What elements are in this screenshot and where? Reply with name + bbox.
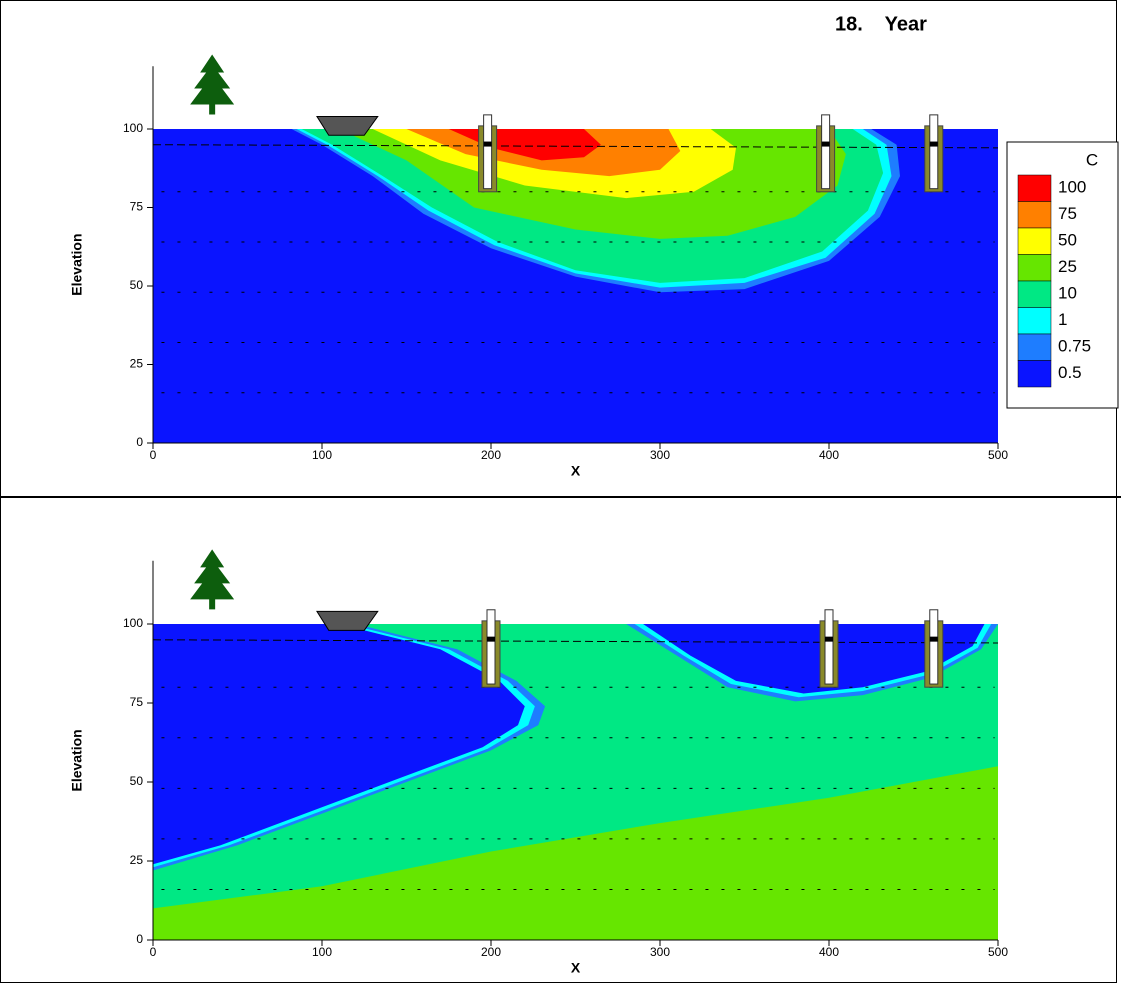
legend-label: 1 bbox=[1058, 310, 1067, 329]
x-tick-label: 0 bbox=[150, 448, 157, 462]
legend-label: 0.5 bbox=[1058, 363, 1082, 382]
well-seal bbox=[825, 636, 833, 642]
tree bbox=[190, 54, 235, 115]
x-tick-label: 300 bbox=[650, 945, 670, 959]
x-tick-label: 500 bbox=[988, 448, 1008, 462]
time-title: 18. Year bbox=[835, 13, 927, 35]
well-casing bbox=[821, 114, 831, 190]
well-casing bbox=[486, 609, 496, 685]
y-tick-label: 50 bbox=[130, 278, 144, 292]
well-seal bbox=[821, 141, 830, 147]
y-tick-label: 25 bbox=[130, 853, 144, 867]
legend-swatch bbox=[1017, 227, 1052, 255]
pond bbox=[316, 610, 379, 631]
legend-label: 75 bbox=[1058, 204, 1077, 223]
x-tick-label: 200 bbox=[481, 945, 501, 959]
legend-swatch bbox=[1017, 333, 1052, 361]
contour-region bbox=[153, 766, 998, 940]
well-casing bbox=[824, 609, 834, 685]
x-tick-label: 200 bbox=[481, 448, 501, 462]
well-seal bbox=[929, 636, 938, 642]
y-tick-label: 0 bbox=[136, 932, 143, 946]
legend-label: 100 bbox=[1058, 177, 1086, 196]
y-tick-label: 75 bbox=[130, 200, 144, 214]
legend-title: C bbox=[1086, 150, 1098, 169]
x-axis-label: X bbox=[571, 463, 581, 479]
legend-label: 0.75 bbox=[1058, 336, 1091, 355]
pond bbox=[316, 115, 379, 136]
y-tick-label: 0 bbox=[136, 435, 143, 449]
water-table bbox=[152, 639, 999, 644]
well-casing bbox=[929, 609, 939, 685]
legend-swatch bbox=[1017, 360, 1052, 388]
y-tick-label: 100 bbox=[123, 616, 143, 630]
x-tick-label: 400 bbox=[819, 945, 839, 959]
well-casing bbox=[483, 114, 493, 190]
legend-swatch bbox=[1017, 254, 1052, 282]
well-casing bbox=[929, 114, 939, 190]
y-axis-label: Elevation bbox=[69, 729, 85, 791]
water-table bbox=[152, 144, 999, 149]
legend-swatch bbox=[1017, 174, 1052, 202]
x-tick-label: 500 bbox=[988, 945, 1008, 959]
tree bbox=[190, 549, 235, 610]
y-tick-label: 25 bbox=[130, 357, 144, 371]
x-tick-label: 100 bbox=[312, 945, 332, 959]
legend-label: 25 bbox=[1058, 257, 1077, 276]
x-tick-label: 100 bbox=[312, 448, 332, 462]
legend-swatch bbox=[1017, 280, 1052, 308]
legend-swatch bbox=[1017, 201, 1052, 229]
legend-swatch bbox=[1017, 307, 1052, 335]
legend: C 100 75 50 25 10 1 0.75 0.5 bbox=[1006, 141, 1119, 409]
y-axis-label: Elevation bbox=[69, 233, 85, 295]
legend-label: 50 bbox=[1058, 230, 1077, 249]
contour-region bbox=[153, 624, 525, 865]
y-tick-label: 75 bbox=[130, 695, 144, 709]
y-tick-label: 50 bbox=[130, 774, 144, 788]
x-axis-label: X bbox=[571, 960, 581, 976]
x-tick-label: 300 bbox=[650, 448, 670, 462]
well-seal bbox=[487, 636, 495, 642]
well-seal bbox=[483, 141, 492, 147]
x-tick-label: 400 bbox=[819, 448, 839, 462]
x-tick-label: 0 bbox=[150, 945, 157, 959]
y-tick-label: 100 bbox=[123, 121, 143, 135]
legend-label: 10 bbox=[1058, 283, 1077, 302]
contour-region bbox=[643, 624, 985, 694]
well-seal bbox=[929, 141, 938, 147]
